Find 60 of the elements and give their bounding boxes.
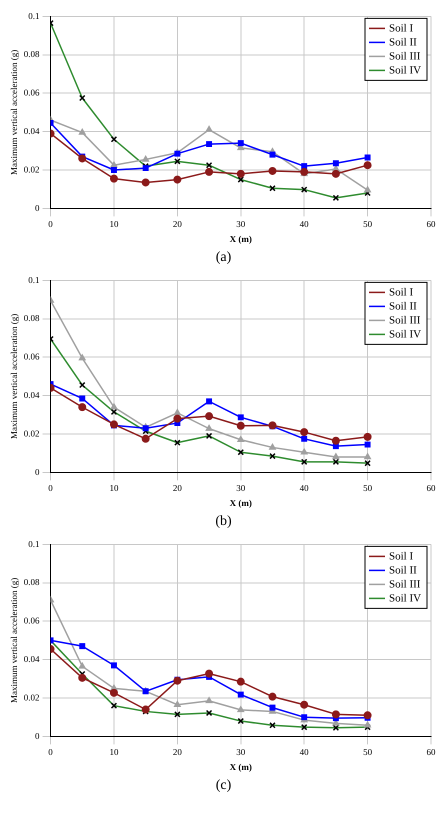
y-tick-label: 0 (35, 466, 40, 477)
y-tick-label: 0.08 (24, 313, 40, 324)
x-tick-label: 50 (363, 483, 373, 494)
y-axis-title: Maximum vertical acceleration (g) (8, 314, 19, 439)
x-tick-label: 40 (300, 747, 310, 758)
legend-label: Soil IV (389, 592, 422, 604)
text: (b) (214, 514, 233, 530)
legend-label: Soil II (389, 36, 418, 48)
x-tick-label: 60 (426, 219, 436, 230)
y-tick-label: 0.06 (24, 88, 40, 98)
legend-label: Soil I (389, 550, 414, 562)
x-axis-title: X (m) (230, 234, 252, 244)
x-tick-label: 30 (236, 219, 246, 230)
x-tick-label: 0 (48, 483, 54, 494)
y-tick-label: 0 (35, 202, 40, 213)
y-axis-title: Maximum vertical acceleration (g) (8, 50, 19, 175)
text: (c) (214, 778, 232, 794)
y-tick-label: 0.08 (24, 49, 40, 60)
legend-label: Soil IV (389, 328, 422, 340)
x-tick-label: 20 (172, 483, 182, 494)
y-tick-label: 0.1 (28, 10, 40, 21)
legend-label: Soil II (389, 300, 418, 312)
x-tick-label: 10 (109, 747, 119, 758)
y-tick-label: 0.08 (24, 577, 40, 588)
x-tick-label: 30 (236, 747, 246, 758)
x-tick-label: 10 (109, 483, 119, 494)
y-tick-label: 0.04 (24, 654, 40, 664)
y-tick-label: 0.02 (24, 428, 40, 438)
legend-label: Soil II (389, 564, 418, 576)
x-tick-label: 10 (109, 219, 119, 230)
y-tick-label: 0.06 (24, 616, 40, 626)
x-tick-label: 0 (48, 219, 54, 230)
x-tick-label: 30 (236, 483, 246, 494)
x-tick-label: 50 (363, 219, 373, 230)
legend-label: Soil III (389, 50, 421, 62)
x-tick-label: 0 (48, 747, 54, 758)
y-tick-label: 0.04 (24, 390, 40, 400)
legend-label: Soil I (389, 22, 414, 34)
y-axis-title: Maximum vertical acceleration (g) (8, 578, 19, 703)
y-tick-label: 0.02 (24, 692, 40, 702)
x-tick-label: 50 (363, 747, 373, 758)
legend-label: Soil I (389, 286, 414, 298)
x-tick-label: 60 (426, 483, 436, 494)
legend-label: Soil III (389, 314, 421, 326)
x-tick-label: 40 (300, 483, 310, 494)
y-tick-label: 0.02 (24, 164, 40, 174)
y-tick-label: 0.04 (24, 126, 40, 136)
y-tick-label: 0.1 (28, 274, 40, 285)
x-tick-label: 40 (300, 219, 310, 230)
x-axis-title: X (m) (230, 762, 252, 772)
y-tick-label: 0 (35, 730, 40, 741)
x-tick-label: 60 (426, 747, 436, 758)
x-axis-title: X (m) (230, 498, 252, 508)
text: (a) (214, 250, 232, 266)
x-tick-label: 20 (172, 747, 182, 758)
x-tick-label: 20 (172, 219, 182, 230)
y-tick-label: 0.06 (24, 352, 40, 362)
legend-label: Soil IV (389, 64, 422, 76)
y-tick-label: 0.1 (28, 538, 40, 549)
legend-label: Soil III (389, 578, 421, 590)
